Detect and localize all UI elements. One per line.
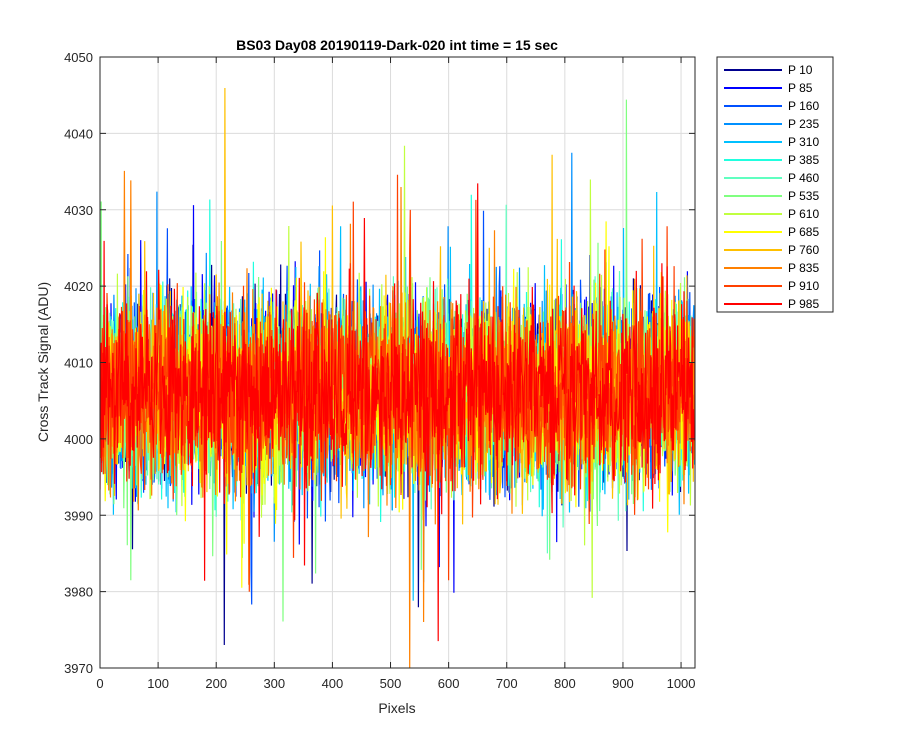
y-axis-label: Cross Track Signal (ADU)	[35, 282, 51, 442]
legend-label: P 460	[788, 171, 819, 185]
legend-label: P 85	[788, 81, 813, 95]
legend-label: P 385	[788, 153, 819, 167]
legend-label: P 910	[788, 279, 819, 293]
x-tick-label: 900	[612, 676, 634, 691]
plot-area: 0 100 200 300 400 500 600 700 800 900 1000 3970 398…	[64, 50, 695, 691]
legend-label: P 235	[788, 117, 819, 131]
series-layer	[100, 87, 695, 668]
legend-label: P 310	[788, 135, 819, 149]
legend: P 10 P 85 P 160 P 235 P 310 P 385 P 460 P 535 P …	[716, 56, 834, 313]
series-line	[100, 183, 695, 642]
y-tick-label: 4050	[64, 50, 93, 65]
y-tick-label: 3990	[64, 508, 93, 523]
x-tick-label: 200	[205, 676, 227, 691]
legend-label: P 685	[788, 225, 819, 239]
y-tick-label: 4040	[64, 126, 93, 141]
x-tick-label: 1000	[667, 676, 696, 691]
x-tick-label: 0	[96, 676, 103, 691]
legend-box	[716, 56, 834, 313]
x-tick-label: 800	[554, 676, 576, 691]
x-tick-label: 400	[322, 676, 344, 691]
legend-label: P 160	[788, 99, 819, 113]
y-tick-label: 4010	[64, 356, 93, 371]
y-axis-ticks: 3970 3980 3990 4000 4010 4020 4030 4040 4050	[64, 50, 695, 676]
y-tick-label: 3980	[64, 585, 93, 600]
legend-label: P 985	[788, 297, 819, 311]
x-tick-label: 700	[496, 676, 518, 691]
x-tick-label: 100	[147, 676, 169, 691]
chart-title: BS03 Day08 20190119-Dark-020 int time = …	[236, 37, 558, 53]
legend-label: P 610	[788, 207, 819, 221]
x-axis-label: Pixels	[378, 700, 415, 716]
y-tick-label: 3970	[64, 661, 93, 676]
y-tick-label: 4030	[64, 203, 93, 218]
x-tick-label: 600	[438, 676, 460, 691]
y-tick-label: 4020	[64, 279, 93, 294]
x-tick-label: 300	[263, 676, 285, 691]
x-axis-ticks: 0 100 200 300 400 500 600 700 800 900 1000	[96, 57, 696, 691]
series-line	[100, 174, 695, 592]
x-tick-label: 500	[380, 676, 402, 691]
legend-label: P 535	[788, 189, 819, 203]
legend-label: P 835	[788, 261, 819, 275]
legend-label: P 10	[788, 63, 813, 77]
y-tick-label: 4000	[64, 432, 93, 447]
legend-label: P 760	[788, 243, 819, 257]
